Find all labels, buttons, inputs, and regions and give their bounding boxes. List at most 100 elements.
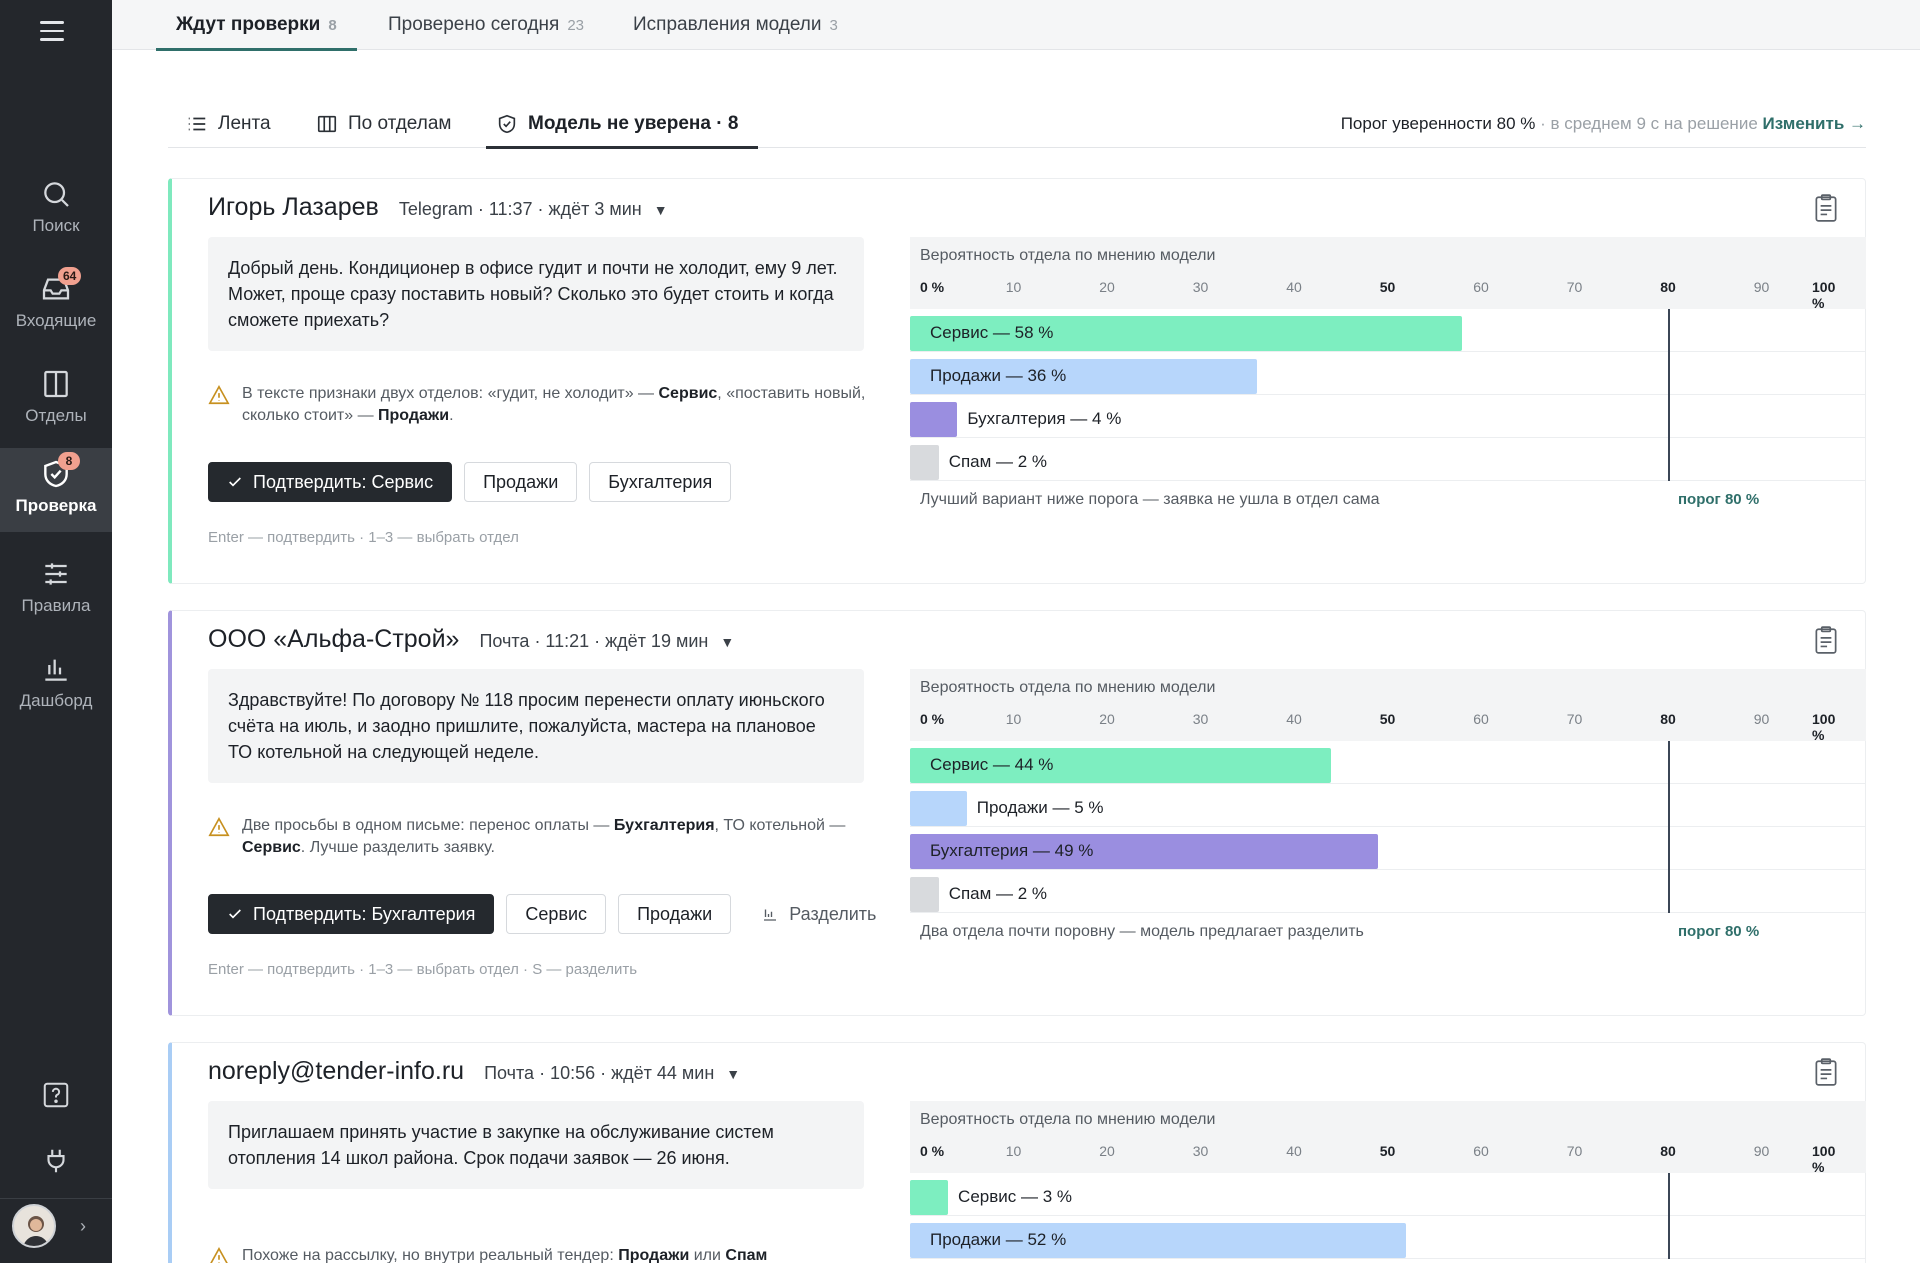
probability-label: Сервис — 44 %	[930, 755, 1054, 774]
chart-header: Вероятность отдела по мнению модели 0 % 1…	[910, 1101, 1866, 1175]
probability-label: Сервис — 3 %	[958, 1187, 1072, 1206]
view-tabs: Лента По отделам Модель не уверена · 8	[168, 100, 1866, 149]
department-button[interactable]: Продажи	[464, 462, 578, 502]
probability-label: Продажи — 52 %	[930, 1230, 1067, 1249]
subtab-model-unsure[interactable]: Модель не уверена · 8	[485, 100, 759, 149]
axis-tick: 30	[1192, 711, 1209, 727]
message-meta: Почта · 10:56 · ждёт 44 мин	[484, 1063, 715, 1083]
columns-icon	[40, 368, 72, 400]
threshold-line	[1668, 309, 1670, 481]
probability-label: Продажи — 36 %	[930, 366, 1067, 385]
subtab-feed[interactable]: Лента	[186, 100, 271, 148]
department-button[interactable]: Сервис	[506, 894, 607, 934]
probability-row: Сервис — 44 %	[910, 741, 1866, 784]
check-icon	[229, 477, 241, 487]
axis-tick: 20	[1099, 279, 1115, 295]
probability-row: Спам — 2 %	[910, 870, 1866, 913]
probability-bar	[910, 359, 1257, 394]
subtab-by-department[interactable]: По отделам	[316, 100, 451, 148]
message-text: Приглашаем принять участие в закупке на …	[208, 1101, 864, 1189]
axis-tick: 100 %	[1812, 279, 1836, 311]
axis-tick: 0 %	[919, 279, 945, 295]
threshold-summary: Порог уверенности 80 % · в среднем 9 с н…	[1341, 114, 1866, 134]
message-text: Добрый день. Кондиционер в офисе гудит и…	[208, 237, 864, 351]
sidebar-divider	[0, 1198, 112, 1199]
probability-row: Сервис — 58 %	[910, 309, 1866, 352]
department-button[interactable]: Бухгалтерия	[589, 462, 732, 502]
clipboard-icon[interactable]	[1813, 1057, 1839, 1087]
split-button[interactable]: Разделить	[743, 894, 895, 934]
count-badge: 64	[58, 267, 82, 285]
plug-icon[interactable]	[0, 1146, 112, 1176]
axis-tick: 40	[1286, 279, 1302, 295]
sidebar-item-label: Проверка	[15, 496, 97, 515]
card-header: noreply@tender-info.ru Почта · 10:56 · ж…	[208, 1057, 740, 1086]
avg-decision-time: · в среднем 9 с на решение	[1535, 114, 1763, 133]
chart-title: Вероятность отдела по мнению модели	[920, 679, 1216, 696]
probability-row: Бухгалтерия — 4 %	[910, 395, 1866, 438]
probability-chart: Вероятность отдела по мнению модели 0 % 1…	[910, 237, 1866, 515]
axis-tick: 90	[1753, 279, 1770, 295]
ambiguity-warning: Похоже на рассылку, но внутри реальный т…	[208, 1245, 888, 1263]
department-button[interactable]: Продажи	[618, 894, 732, 934]
sidebar-item-dashboard[interactable]: Дашборд	[0, 643, 112, 727]
keyboard-hint: Enter — подтвердить · 1–3 — выбрать отде…	[208, 529, 519, 546]
expand-sidebar-icon[interactable]: ›	[80, 1216, 86, 1236]
axis-tick: 10	[1005, 711, 1022, 727]
tab-count: 3	[829, 16, 838, 34]
tab-label: Ждут проверки	[176, 14, 321, 35]
chart-header: Вероятность отдела по мнению модели 0 % 1…	[910, 669, 1866, 743]
avatar[interactable]	[12, 1204, 56, 1248]
sidebar-item-review[interactable]: 8 Проверка	[0, 448, 112, 532]
message-text: Здравствуйте! По договору № 118 просим п…	[208, 669, 864, 783]
clipboard-icon[interactable]	[1813, 625, 1839, 655]
axis-tick: 40	[1286, 1143, 1302, 1159]
change-threshold-link[interactable]: Изменить →	[1762, 114, 1867, 133]
review-card: noreply@tender-info.ru Почта · 10:56 · ж…	[168, 1042, 1866, 1263]
chevron-down-icon[interactable]: ▼	[720, 634, 735, 650]
probability-row: Спам — 2 %	[910, 438, 1866, 481]
sidebar-item-rules[interactable]: Правила	[0, 548, 112, 632]
tab-count: 8	[328, 16, 337, 34]
chart-rows: Сервис — 3 % Продажи — 52 %	[910, 1173, 1866, 1259]
sidebar: Поиск 64 Входящие Отделы 8 Проверка Правила Даш…	[0, 0, 112, 1263]
columns-icon	[317, 115, 337, 133]
inbox-icon: 64	[40, 267, 82, 305]
axis-tick: 0 %	[919, 1143, 945, 1159]
menu-icon[interactable]	[40, 16, 70, 46]
probability-row: Продажи — 36 %	[910, 352, 1866, 395]
shield-check-icon	[498, 114, 516, 134]
tab-label: Исправления модели	[633, 14, 822, 35]
count-badge: 8	[58, 452, 80, 470]
tab-awaiting-review[interactable]: Ждут проверки 8	[156, 0, 357, 51]
axis-tick: 70	[1566, 279, 1583, 295]
subtab-label: Лента	[218, 113, 271, 134]
axis-tick: 100 %	[1812, 711, 1836, 743]
sidebar-item-search[interactable]: Поиск	[0, 168, 112, 252]
probability-label: Спам — 2 %	[948, 884, 1048, 903]
search-icon	[40, 178, 72, 210]
warning-icon	[210, 1247, 228, 1263]
chart-title: Вероятность отдела по мнению модели	[920, 247, 1216, 264]
probability-bar	[910, 402, 958, 437]
confirm-button[interactable]: Подтвердить: Сервис	[208, 462, 453, 502]
axis-tick: 60	[1473, 1143, 1489, 1159]
action-buttons: Подтвердить: Бухгалтерия Сервис Продажи Ра…	[208, 894, 895, 934]
axis-tick: 20	[1099, 711, 1115, 727]
probability-bar	[910, 1180, 949, 1215]
tab-reviewed-today[interactable]: Проверено сегодня 23	[388, 0, 584, 50]
sidebar-item-inbox[interactable]: 64 Входящие	[0, 263, 112, 347]
chevron-down-icon[interactable]: ▼	[653, 202, 668, 218]
sidebar-item-departments[interactable]: Отделы	[0, 358, 112, 442]
axis-tick: 10	[1005, 279, 1022, 295]
help-icon[interactable]	[0, 1080, 112, 1110]
axis-tick: 70	[1566, 1143, 1583, 1159]
probability-bar	[910, 316, 1463, 351]
sidebar-item-label: Поиск	[32, 216, 80, 235]
tab-model-corrections[interactable]: Исправления модели 3	[633, 0, 838, 50]
confirm-button[interactable]: Подтвердить: Бухгалтерия	[208, 894, 495, 934]
chevron-down-icon[interactable]: ▼	[726, 1066, 741, 1082]
clipboard-icon[interactable]	[1813, 193, 1839, 223]
probability-chart: Вероятность отдела по мнению модели 0 % 1…	[910, 669, 1866, 947]
subtab-label: Модель не уверена · 8	[528, 113, 739, 134]
